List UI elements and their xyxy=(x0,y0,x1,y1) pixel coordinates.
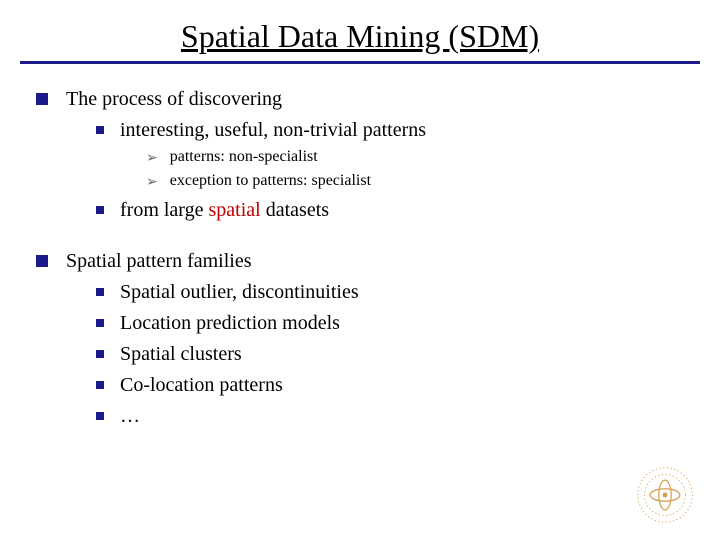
section2-item: Co-location patterns xyxy=(120,372,283,399)
small-square-bullet-icon xyxy=(96,319,104,327)
bullet-level2: Spatial outlier, discontinuities xyxy=(96,279,684,306)
section1-sub1: interesting, useful, non-trivial pattern… xyxy=(120,119,426,141)
section2-item: … xyxy=(120,403,140,430)
section1-detail2: exception to patterns: specialist xyxy=(170,170,371,192)
bullet-level2: Spatial clusters xyxy=(96,341,684,368)
bullet-level3: ➢ patterns: non-specialist xyxy=(146,146,684,168)
section2-item: Location prediction models xyxy=(120,310,340,337)
small-square-bullet-icon xyxy=(96,126,104,134)
section2-heading: Spatial pattern families xyxy=(66,250,252,272)
bullet-level1: The process of discovering interesting, … xyxy=(36,86,684,228)
bullet-level3: ➢ exception to patterns: specialist xyxy=(146,170,684,192)
small-square-bullet-icon xyxy=(96,288,104,296)
bullet-level2: Location prediction models xyxy=(96,310,684,337)
small-square-bullet-icon xyxy=(96,381,104,389)
section2-item: Spatial outlier, discontinuities xyxy=(120,279,359,306)
content-area: The process of discovering interesting, … xyxy=(0,64,720,434)
bullet-level2: Co-location patterns xyxy=(96,372,684,399)
chevron-bullet-icon: ➢ xyxy=(146,172,158,191)
bullet-level2: … xyxy=(96,403,684,430)
chevron-bullet-icon: ➢ xyxy=(146,148,158,167)
small-square-bullet-icon xyxy=(96,206,104,214)
section1-sub2-suffix: datasets xyxy=(261,199,329,221)
bullet-level1: Spatial pattern families Spatial outlier… xyxy=(36,248,684,434)
bullet-level2: from large spatial datasets xyxy=(96,197,684,224)
bullet-level2: interesting, useful, non-trivial pattern… xyxy=(96,117,684,193)
small-square-bullet-icon xyxy=(96,350,104,358)
square-bullet-icon xyxy=(36,93,48,105)
section1-heading: The process of discovering xyxy=(66,88,282,110)
title-area: Spatial Data Mining (SDM) xyxy=(0,0,720,55)
slide-title: Spatial Data Mining (SDM) xyxy=(181,18,539,55)
section1-detail1: patterns: non-specialist xyxy=(170,146,318,168)
section1-sub2-prefix: from large xyxy=(120,199,209,221)
section1-sub2-red: spatial xyxy=(209,199,261,221)
small-square-bullet-icon xyxy=(96,412,104,420)
logo-icon xyxy=(634,464,696,526)
section2-item: Spatial clusters xyxy=(120,341,242,368)
square-bullet-icon xyxy=(36,255,48,267)
